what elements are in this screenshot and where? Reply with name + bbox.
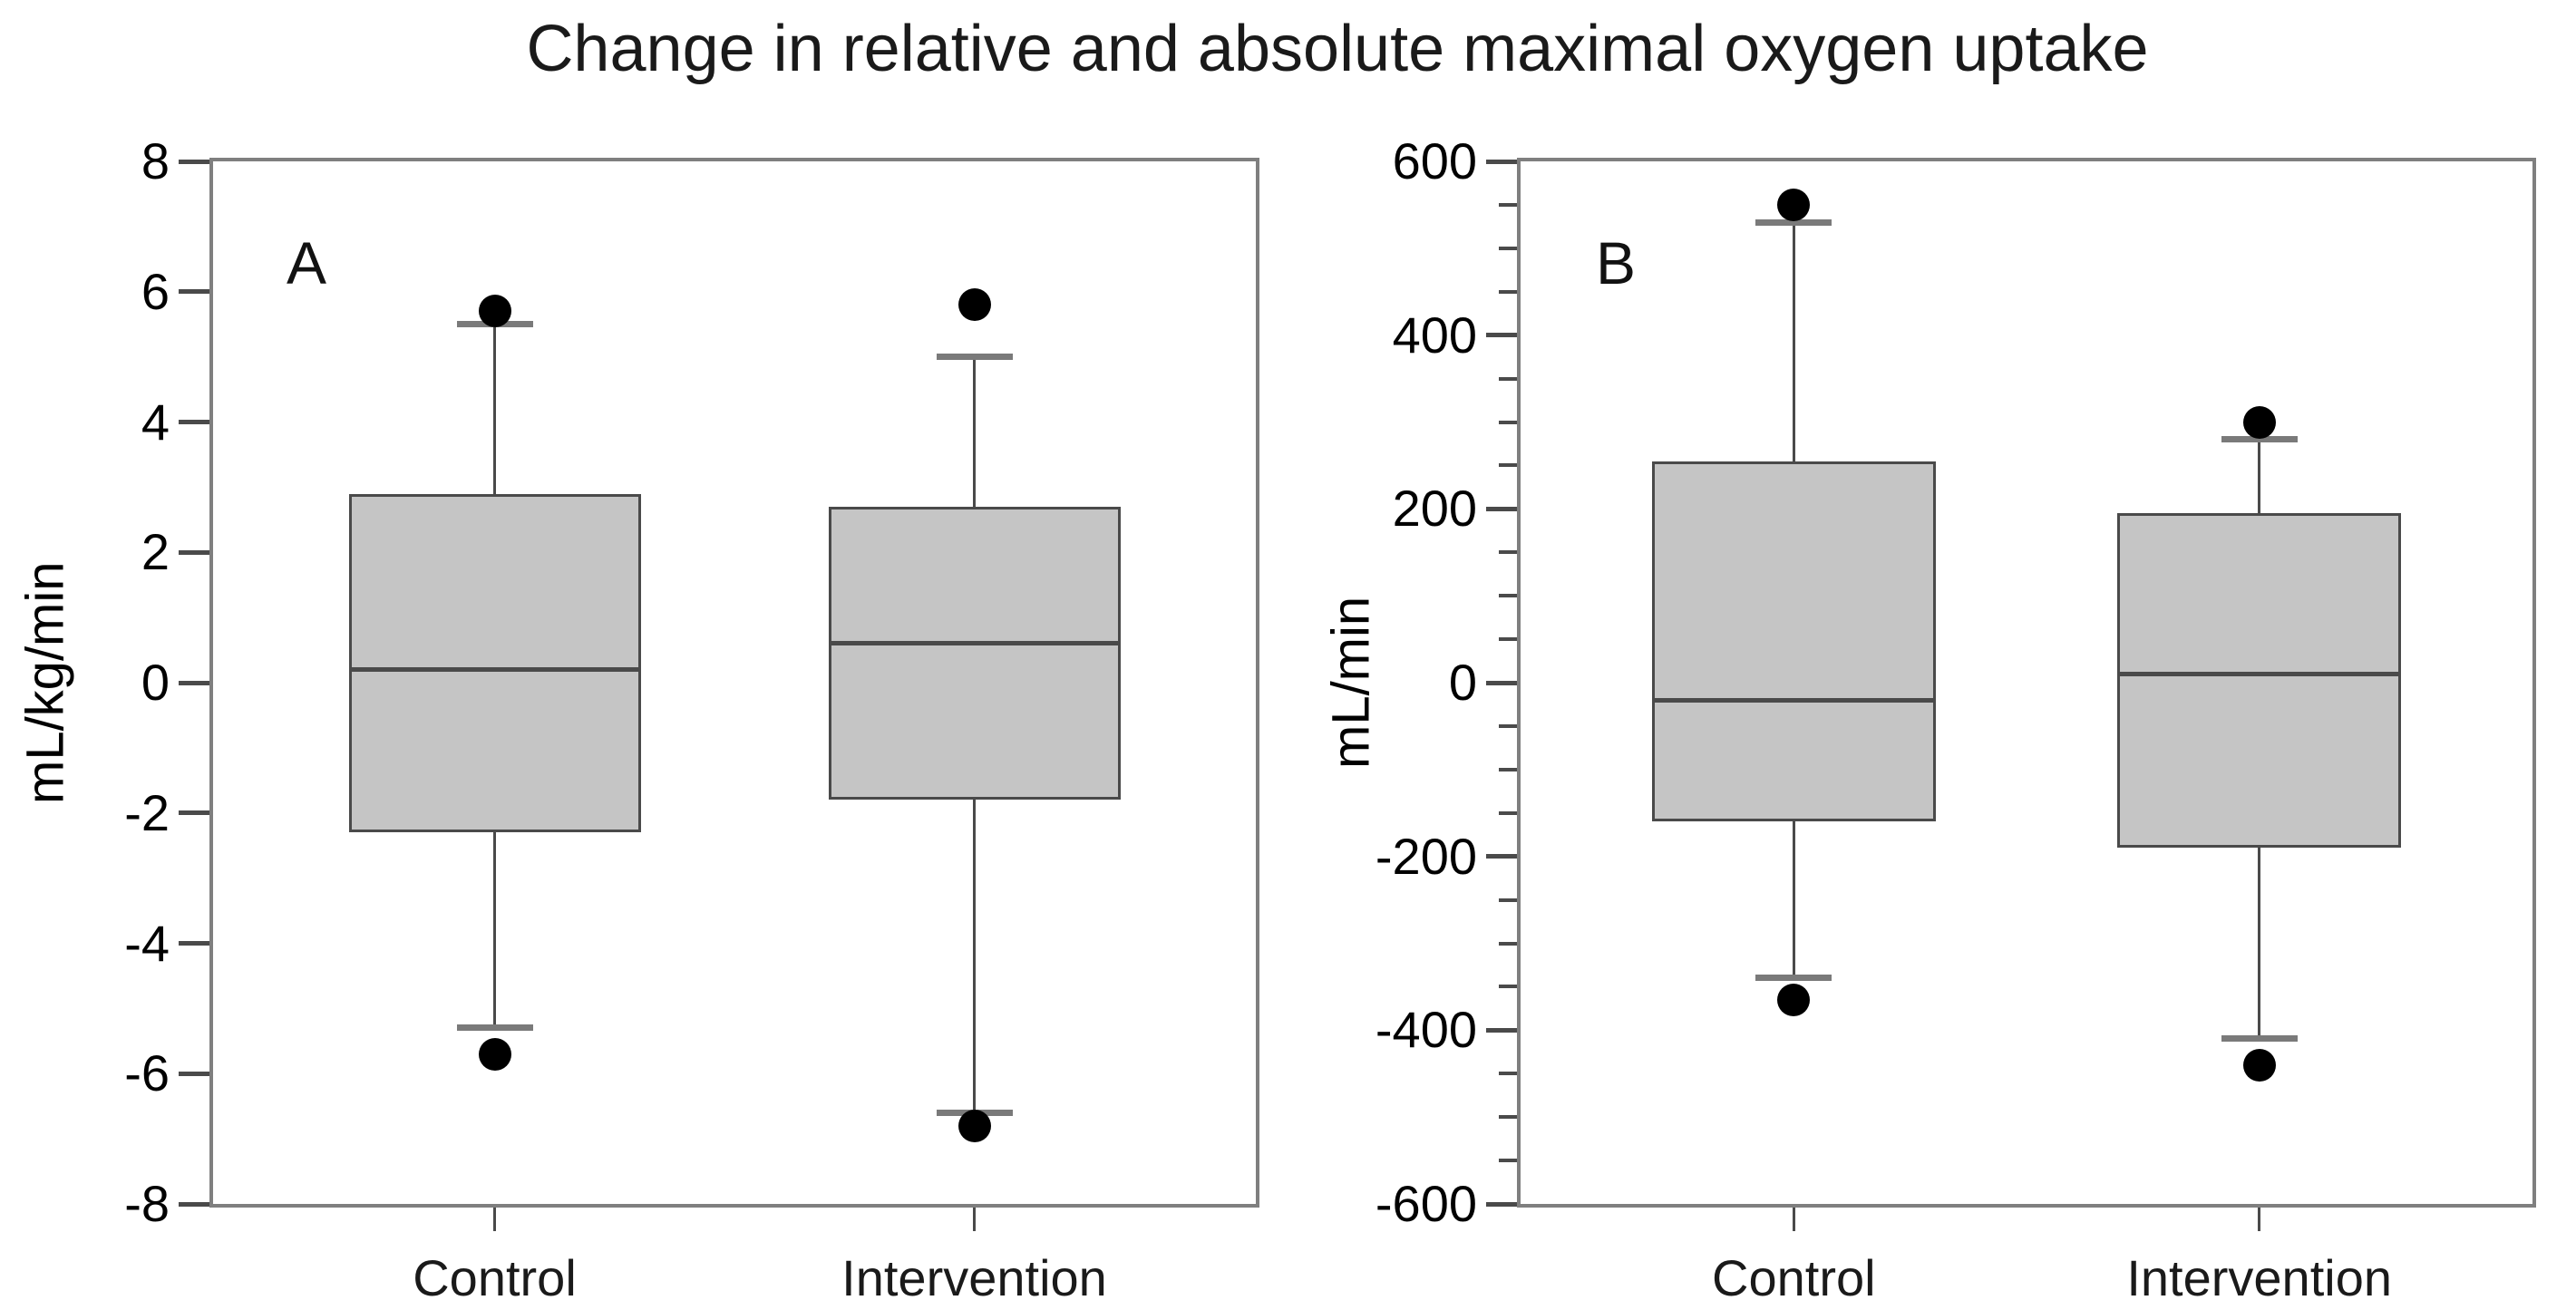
y-tick-minor — [1499, 1159, 1517, 1163]
y-tick-major — [179, 549, 209, 555]
x-category-tick — [493, 1208, 496, 1231]
y-tick-minor — [1499, 1072, 1517, 1076]
y-tick-minor — [1499, 723, 1517, 728]
median-line — [1652, 697, 1936, 703]
y-tick-major — [1486, 333, 1517, 338]
x-category-tick — [2258, 1208, 2261, 1231]
y-tick-label: 2 — [141, 523, 170, 581]
whisker-cap-upper — [1755, 218, 1832, 226]
y-tick-label: -200 — [1375, 827, 1477, 885]
y-tick-minor — [1499, 810, 1517, 815]
whisker-line-lower — [2258, 848, 2261, 1039]
y-tick-label: -8 — [124, 1175, 170, 1232]
y-tick-label: -6 — [124, 1044, 170, 1102]
y-tick-major — [179, 941, 209, 946]
y-tick-major — [1486, 159, 1517, 164]
y-tick-label: 4 — [141, 393, 170, 451]
whisker-cap-lower — [1755, 975, 1832, 982]
whisker-cap-lower — [456, 1024, 533, 1032]
boxplot-box — [828, 506, 1121, 801]
y-tick-minor — [1499, 289, 1517, 294]
median-line — [828, 641, 1121, 646]
figure-title: Change in relative and absolute maximal … — [526, 13, 2149, 85]
outlier-dot — [478, 1037, 511, 1071]
y-tick-major — [1486, 1027, 1517, 1033]
y-tick-label: 8 — [141, 132, 170, 189]
y-tick-minor — [1499, 202, 1517, 207]
outlier-dot — [2242, 1048, 2276, 1082]
y-tick-major — [179, 1071, 209, 1076]
y-tick-label: 0 — [1448, 654, 1477, 711]
y-tick-minor — [1499, 637, 1517, 642]
y-tick-label: -600 — [1375, 1175, 1477, 1232]
whisker-line-lower — [973, 800, 976, 1113]
y-tick-major — [1486, 1201, 1517, 1207]
outlier-dot — [957, 288, 991, 322]
y-tick-major — [179, 159, 209, 164]
median-line — [348, 667, 641, 673]
x-category-label: Control — [413, 1249, 577, 1306]
y-tick-minor — [1499, 941, 1517, 946]
outlier-dot — [478, 295, 511, 328]
outlier-dot — [1777, 983, 1811, 1016]
y-tick-major — [179, 810, 209, 816]
x-category-label: Control — [1712, 1249, 1876, 1306]
y-tick-minor — [1499, 985, 1517, 989]
whisker-line-upper — [493, 324, 496, 494]
y-tick-major — [1486, 680, 1517, 685]
outlier-dot — [957, 1109, 991, 1142]
x-category-tick — [1792, 1208, 1795, 1231]
y-tick-major — [179, 420, 209, 424]
y-tick-major — [1486, 854, 1517, 859]
y-tick-label: 0 — [141, 654, 170, 711]
y-tick-label: -400 — [1375, 1001, 1477, 1059]
y-tick-minor — [1499, 898, 1517, 902]
y-tick-minor — [1499, 550, 1517, 555]
whisker-cap-upper — [2221, 436, 2298, 443]
whisker-cap-lower — [2221, 1035, 2298, 1043]
panel-a-letter: A — [287, 229, 327, 296]
y-tick-major — [179, 289, 209, 295]
y-tick-label: -4 — [124, 914, 170, 972]
x-category-label: Intervention — [841, 1249, 1107, 1306]
whisker-line-lower — [1792, 821, 1795, 978]
y-tick-minor — [1499, 376, 1517, 381]
y-tick-minor — [1499, 463, 1517, 468]
y-tick-label: -2 — [124, 783, 170, 841]
y-tick-label: 6 — [141, 262, 170, 320]
boxplot-box — [348, 493, 641, 833]
outlier-dot — [1777, 188, 1811, 221]
y-tick-minor — [1499, 767, 1517, 771]
y-tick-label: 200 — [1392, 480, 1477, 538]
panel-b-letter: B — [1596, 229, 1637, 296]
x-category-tick — [973, 1208, 976, 1231]
median-line — [2117, 671, 2401, 676]
whisker-line-upper — [973, 356, 976, 507]
y-tick-minor — [1499, 594, 1517, 598]
y-tick-minor — [1499, 1115, 1517, 1120]
whisker-line-upper — [1792, 222, 1795, 461]
outlier-dot — [2242, 405, 2276, 439]
y-tick-major — [179, 1201, 209, 1207]
x-category-label: Intervention — [2126, 1249, 2392, 1306]
boxplot-box — [1652, 461, 1936, 822]
y-tick-minor — [1499, 420, 1517, 424]
y-tick-major — [1486, 506, 1517, 511]
whisker-line-lower — [493, 832, 496, 1028]
whisker-line-upper — [2258, 439, 2261, 514]
y-tick-major — [179, 680, 209, 685]
y-tick-label: 600 — [1392, 132, 1477, 189]
y-tick-minor — [1499, 246, 1517, 250]
y-tick-label: 400 — [1392, 306, 1477, 364]
whisker-cap-upper — [936, 354, 1013, 361]
boxplot-box — [2117, 513, 2401, 849]
